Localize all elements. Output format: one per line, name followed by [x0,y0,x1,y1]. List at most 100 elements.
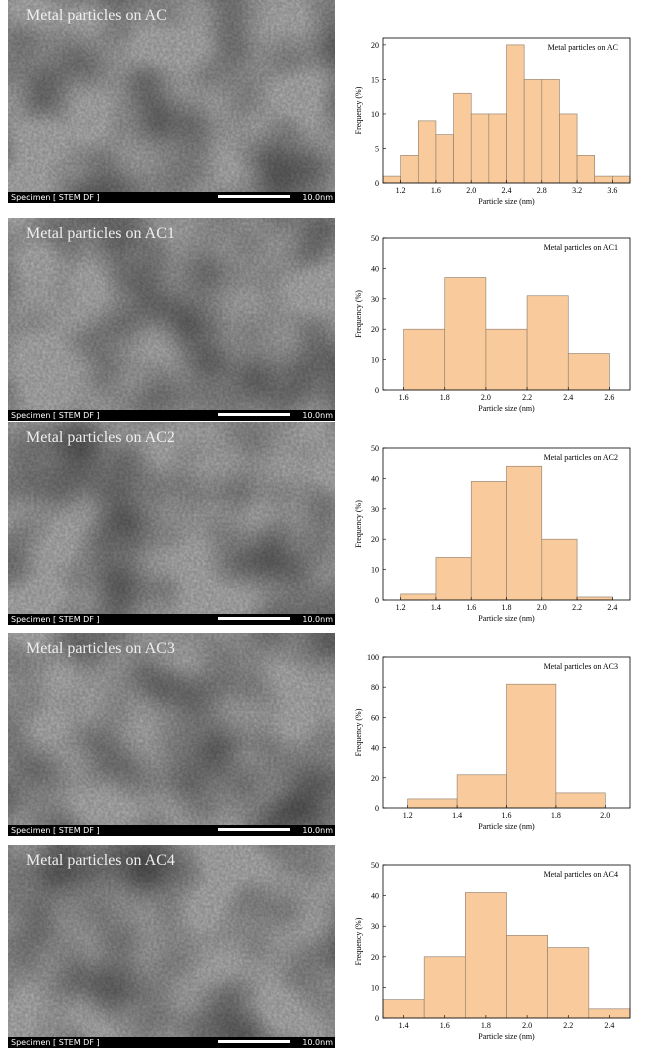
x-tick-label: 1.6 [399,393,409,402]
y-tick-label: 0 [375,179,379,188]
x-tick-label: 1.8 [551,811,561,820]
x-axis-label: Particle size (nm) [478,404,535,413]
x-tick-label: 2.0 [481,393,491,402]
scale-label: 10.0nm [302,1038,333,1047]
x-tick-label: 2.0 [537,603,547,612]
histogram: 0 5 10 15 20 1.2 1.6 2.0 2.4 2.8 3.2 3.6 Metal parti… [354,37,631,206]
bar [465,892,507,1019]
bar [407,798,458,809]
x-tick-label: 2.0 [522,1021,532,1030]
image-title: Metal particles on AC3 [26,640,175,657]
specimen-label: Specimen [ STEM DF ] [11,1038,100,1047]
image-title: Metal particles on AC [26,7,167,24]
x-tick-label: 3.2 [572,186,582,195]
bar [541,538,578,601]
chart-title: Metal particles on AC3 [544,662,618,671]
scale-label: 10.0nm [302,615,333,624]
y-tick-label: 15 [371,75,379,84]
plot-frame [382,864,631,1019]
x-tick-label: 3.6 [607,186,617,195]
x-tick-label: 1.2 [403,811,413,820]
x-tick-label: 2.4 [604,1021,614,1030]
info-bar [8,825,335,836]
x-tick-label: 1.6 [466,603,476,612]
stem-image: Metal particles on AC1 Specimen [ STEM DF… [8,218,335,421]
image-shade [8,218,335,421]
image-shade [8,633,335,836]
y-tick-label: 80 [371,683,379,692]
scale-bar [218,413,290,416]
bar [612,175,631,184]
bar [559,113,578,184]
x-tick-label: 1.6 [502,811,512,820]
bar [470,481,507,601]
x-tick-label: 1.2 [396,603,406,612]
y-tick-label: 30 [371,295,379,304]
y-tick-label: 5 [375,144,379,153]
bar [523,79,543,184]
x-tick-label: 1.2 [396,186,406,195]
x-tick-label: 1.4 [431,603,441,612]
x-tick-label: 1.6 [440,1021,450,1030]
x-axis-label: Particle size (nm) [478,822,535,831]
x-tick-label: 1.8 [440,393,450,402]
bar [506,935,548,1019]
chart-title: Metal particles on AC [548,43,618,52]
bar [506,44,525,184]
scale-bar [218,195,290,198]
y-tick-label: 10 [371,566,379,575]
bar [506,683,557,809]
x-tick-label: 2.0 [600,811,610,820]
x-axis-label: Particle size (nm) [478,1032,535,1041]
stem-image: Metal particles on AC3 Specimen [ STEM DF… [8,633,335,836]
y-tick-label: 50 [371,444,379,453]
bar [435,134,454,184]
info-bar [8,614,335,625]
scale-label: 10.0nm [302,411,333,420]
y-axis-label: Frequency (%) [354,500,363,548]
y-tick-label: 0 [375,804,379,813]
x-tick-label: 1.6 [431,186,441,195]
bar [506,465,543,601]
bar [382,175,401,184]
image-title: Metal particles on AC1 [26,225,175,242]
x-tick-label: 2.4 [607,603,617,612]
y-axis-label: Frequency (%) [354,708,363,756]
x-tick-label: 1.4 [452,811,462,820]
x-tick-label: 2.6 [604,393,614,402]
bar [576,596,613,601]
bar [576,155,596,184]
y-tick-label: 30 [371,922,379,931]
bar [526,295,569,391]
histogram: 0 10 20 30 40 50 1.4 1.6 1.8 2.0 2.2 2.4 Metal parti… [354,861,631,1041]
bar [456,774,507,809]
y-tick-label: 20 [371,325,379,334]
y-tick-label: 10 [371,983,379,992]
y-axis-label: Frequency (%) [354,290,363,338]
histogram: 0 20 40 60 80 100 1.2 1.4 1.6 1.8 2.0 Metal particl… [354,653,631,831]
specimen-label: Specimen [ STEM DF ] [11,615,100,624]
y-tick-label: 40 [371,264,379,273]
y-tick-label: 10 [371,356,379,365]
bar [435,557,472,601]
image-shade [8,845,335,1048]
info-bar [8,410,335,421]
bar [547,947,590,1019]
y-tick-label: 40 [371,892,379,901]
chart-title: Metal particles on AC2 [544,453,618,462]
histogram: 0 10 20 30 40 50 1.6 1.8 2.0 2.2 2.4 2.6 Metal parti… [354,234,631,413]
x-tick-label: 1.8 [481,1021,491,1030]
y-axis-label: Frequency (%) [354,86,363,134]
y-tick-label: 20 [371,774,379,783]
y-tick-label: 50 [371,861,379,870]
x-tick-label: 2.4 [502,186,512,195]
x-tick-label: 2.0 [466,186,476,195]
bar [403,328,446,391]
y-tick-label: 10 [371,110,379,119]
info-bar [8,1037,335,1048]
y-tick-label: 0 [375,596,379,605]
y-tick-label: 60 [371,713,379,722]
x-tick-label: 2.2 [572,603,582,612]
specimen-label: Specimen [ STEM DF ] [11,826,100,835]
x-tick-label: 2.4 [563,393,573,402]
